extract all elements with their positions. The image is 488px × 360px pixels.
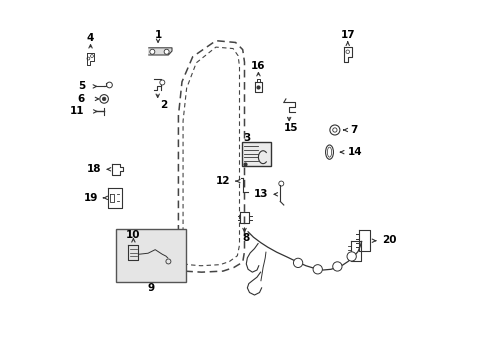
Text: 17: 17 — [340, 30, 354, 40]
Text: 16: 16 — [251, 61, 265, 71]
Polygon shape — [148, 48, 172, 55]
Text: 4: 4 — [87, 33, 94, 43]
Text: 6: 6 — [78, 94, 84, 104]
Circle shape — [312, 265, 322, 274]
Circle shape — [332, 262, 341, 271]
Bar — [116, 229, 185, 282]
Circle shape — [332, 128, 336, 132]
Text: 10: 10 — [126, 230, 141, 240]
Text: 7: 7 — [349, 125, 357, 135]
Text: 14: 14 — [346, 147, 361, 157]
Circle shape — [106, 82, 112, 88]
Ellipse shape — [325, 145, 333, 159]
Text: 8: 8 — [242, 233, 249, 243]
Text: 13: 13 — [253, 189, 267, 199]
Text: 11: 11 — [70, 106, 84, 116]
Text: 5: 5 — [78, 81, 85, 91]
Text: 3: 3 — [244, 133, 250, 143]
Text: 19: 19 — [83, 193, 98, 203]
Circle shape — [293, 258, 302, 267]
Circle shape — [329, 125, 339, 135]
Text: 20: 20 — [381, 235, 396, 246]
Text: 18: 18 — [86, 164, 101, 174]
Text: 12: 12 — [215, 176, 230, 186]
Circle shape — [346, 252, 356, 261]
Circle shape — [102, 97, 106, 101]
Text: 9: 9 — [147, 283, 154, 293]
Circle shape — [100, 95, 108, 103]
Text: 1: 1 — [154, 30, 162, 40]
Circle shape — [160, 80, 164, 85]
Text: 15: 15 — [283, 123, 298, 133]
Circle shape — [164, 49, 169, 54]
Bar — [242, 142, 271, 166]
Text: 2: 2 — [160, 100, 167, 110]
Circle shape — [149, 49, 155, 54]
